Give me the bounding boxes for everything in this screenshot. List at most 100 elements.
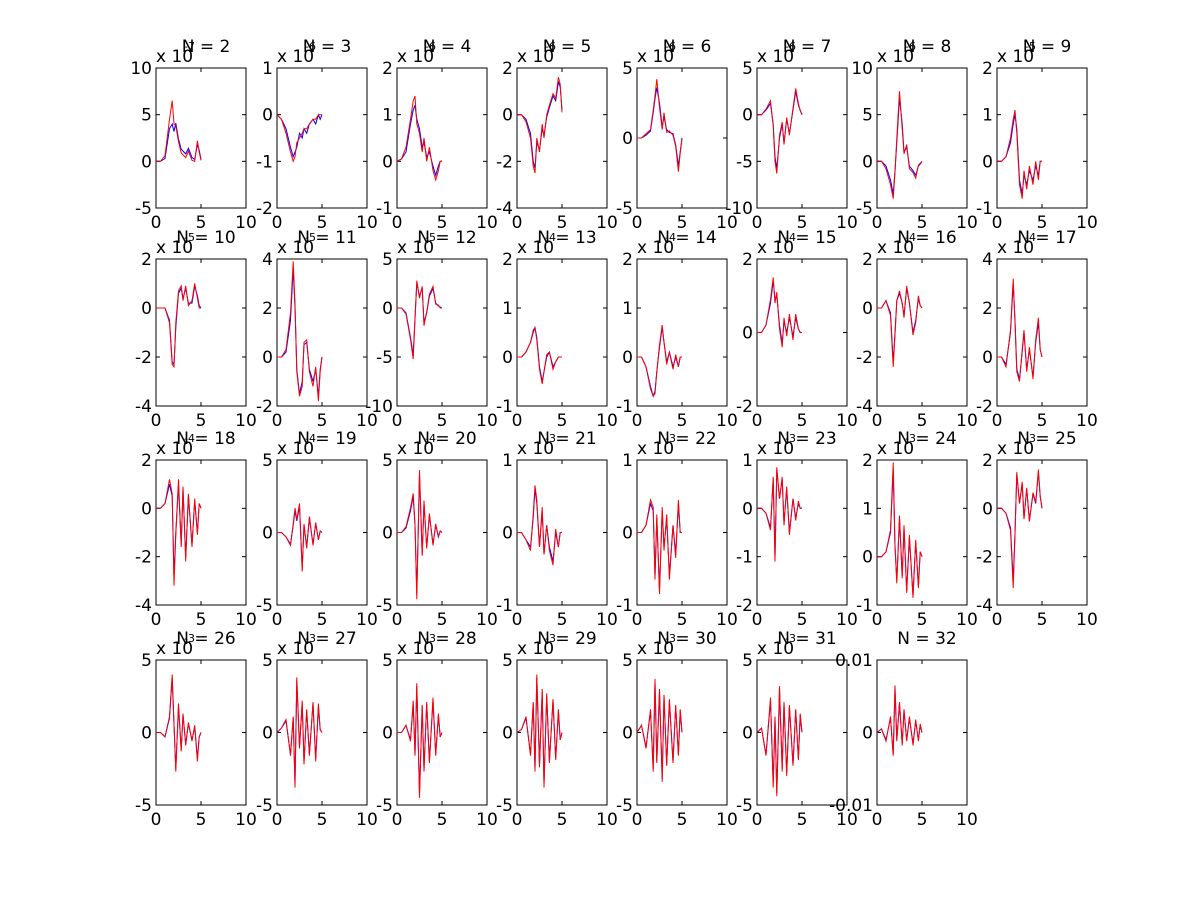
series-line-red-11 — [277, 261, 323, 402]
subplot-title-3: N = 3 — [303, 37, 352, 57]
x-tick-label-30-1: 5 — [677, 810, 688, 830]
x-tick-label-23-2: 10 — [836, 610, 858, 630]
y-tick-label-5-0: -4 — [496, 199, 513, 219]
x-tick-label-24-2: 10 — [956, 610, 978, 630]
x-tick-label-12-2: 10 — [476, 411, 498, 431]
x-tick-label-18-1: 5 — [196, 610, 207, 630]
x-tick-label-9-1: 5 — [1037, 213, 1048, 233]
exponent-label-29: x 10 — [517, 639, 554, 659]
x-tick-label-17-2: 10 — [1076, 411, 1098, 431]
axes-box-12 — [396, 258, 488, 407]
subplot-title-27: N = 27 — [297, 629, 356, 649]
exponent-label-27: x 10 — [277, 639, 314, 659]
y-tick-label-11-0: -2 — [256, 397, 273, 417]
exponent-value-17: -4 — [1025, 231, 1036, 244]
x-tick-label-21-0: 0 — [512, 610, 523, 630]
x-tick-label-2-1: 5 — [196, 213, 207, 233]
series-line-red-32 — [876, 685, 923, 756]
x-tick-label-12-0: 0 — [392, 411, 403, 431]
exponent-label-25: x 10 — [997, 439, 1034, 459]
y-tick-label-2-0: -5 — [135, 199, 152, 219]
subplot-title-14: N = 14 — [657, 228, 716, 248]
x-tick-label-4-1: 5 — [437, 213, 448, 233]
y-tick-label-31-1: 0 — [742, 724, 753, 744]
x-tick-label-6-1: 5 — [677, 213, 688, 233]
subplot-title-6: N = 6 — [663, 37, 712, 57]
y-tick-label-31-0: -5 — [736, 796, 753, 816]
x-tick-label-31-2: 10 — [836, 810, 858, 830]
x-tick-label-22-0: 0 — [632, 610, 643, 630]
series-line-red-2 — [156, 100, 202, 162]
y-tick-label-25-3: 2 — [982, 451, 993, 471]
series-line-blue-4 — [396, 105, 442, 178]
x-tick-label-27-1: 5 — [317, 810, 328, 830]
series-line-blue-3 — [276, 113, 323, 159]
x-tick-label-9-0: 0 — [992, 213, 1003, 233]
x-tick-label-20-0: 0 — [392, 610, 403, 630]
y-tick-label-2-3: 10 — [130, 59, 152, 79]
subplot-title-31: N = 31 — [777, 629, 836, 649]
exponent-value-12: -5 — [425, 231, 436, 244]
x-tick-label-14-1: 5 — [677, 411, 688, 431]
series-line-red-3 — [276, 114, 322, 163]
y-tick-label-18-0: -4 — [135, 596, 152, 616]
series-line-red-18 — [156, 479, 202, 586]
exponent-value-23: -3 — [785, 432, 796, 445]
x-tick-label-32-2: 10 — [956, 810, 978, 830]
y-tick-label-19-2: 5 — [262, 451, 273, 471]
x-tick-label-6-0: 0 — [632, 213, 643, 233]
x-tick-label-10-1: 5 — [196, 411, 207, 431]
y-tick-label-14-1: 0 — [622, 348, 633, 368]
series-line-red-26 — [156, 674, 202, 772]
y-tick-label-10-3: 2 — [141, 250, 152, 270]
exponent-value-24: -3 — [905, 432, 916, 445]
x-tick-label-31-0: 0 — [752, 810, 763, 830]
subplot-title-2: N = 2 — [182, 37, 231, 57]
y-tick-label-11-2: 2 — [262, 299, 273, 319]
y-tick-label-4-0: -1 — [376, 199, 393, 219]
axes-box-13 — [516, 258, 608, 407]
y-tick-label-15-1: 0 — [742, 324, 753, 344]
exponent-value-20: -4 — [425, 432, 436, 445]
series-line-red-13 — [517, 326, 562, 384]
series-line-red-7 — [757, 88, 803, 174]
y-tick-label-16-0: -4 — [856, 397, 873, 417]
x-tick-label-26-1: 5 — [196, 810, 207, 830]
subplot-title-16: N = 16 — [897, 228, 956, 248]
series-line-red-6 — [637, 79, 683, 172]
series-line-red-15 — [757, 277, 802, 348]
x-tick-label-7-2: 10 — [836, 213, 858, 233]
x-tick-label-3-0: 0 — [272, 213, 283, 233]
y-tick-label-17-1: 0 — [982, 348, 993, 368]
exponent-value-8: -6 — [905, 40, 916, 53]
subplot-title-15: N = 15 — [777, 228, 836, 248]
x-tick-label-19-1: 5 — [317, 610, 328, 630]
y-tick-label-23-0: -2 — [736, 596, 753, 616]
y-tick-label-31-2: 5 — [742, 651, 753, 671]
y-tick-label-22-0: -1 — [616, 596, 633, 616]
exponent-label-20: x 10 — [397, 439, 434, 459]
axes-box-3 — [276, 67, 368, 209]
exponent-value-31: -3 — [785, 632, 796, 645]
x-tick-label-16-1: 5 — [917, 411, 928, 431]
axes-box-11 — [276, 258, 368, 407]
x-tick-label-18-0: 0 — [151, 610, 162, 630]
x-tick-label-23-0: 0 — [752, 610, 763, 630]
y-tick-label-30-1: 0 — [622, 724, 633, 744]
x-tick-label-9-2: 10 — [1076, 213, 1098, 233]
y-tick-label-17-3: 4 — [982, 250, 993, 270]
series-line-red-5 — [517, 77, 563, 174]
axes-box-5 — [516, 67, 608, 209]
axes-box-16 — [876, 258, 968, 407]
x-tick-label-20-2: 10 — [476, 610, 498, 630]
subplot-title-17: N = 17 — [1017, 228, 1076, 248]
exponent-value-13: -4 — [545, 231, 556, 244]
exponent-label-2: x 10 — [156, 47, 193, 67]
series-line-red-27 — [276, 677, 323, 788]
series-line-red-20 — [397, 470, 443, 600]
x-tick-label-15-0: 0 — [752, 411, 763, 431]
subplot-title-8: N = 8 — [903, 37, 952, 57]
y-tick-label-26-0: -5 — [135, 796, 152, 816]
exponent-value-29: -3 — [545, 632, 556, 645]
y-tick-label-7-0: -10 — [725, 199, 753, 219]
